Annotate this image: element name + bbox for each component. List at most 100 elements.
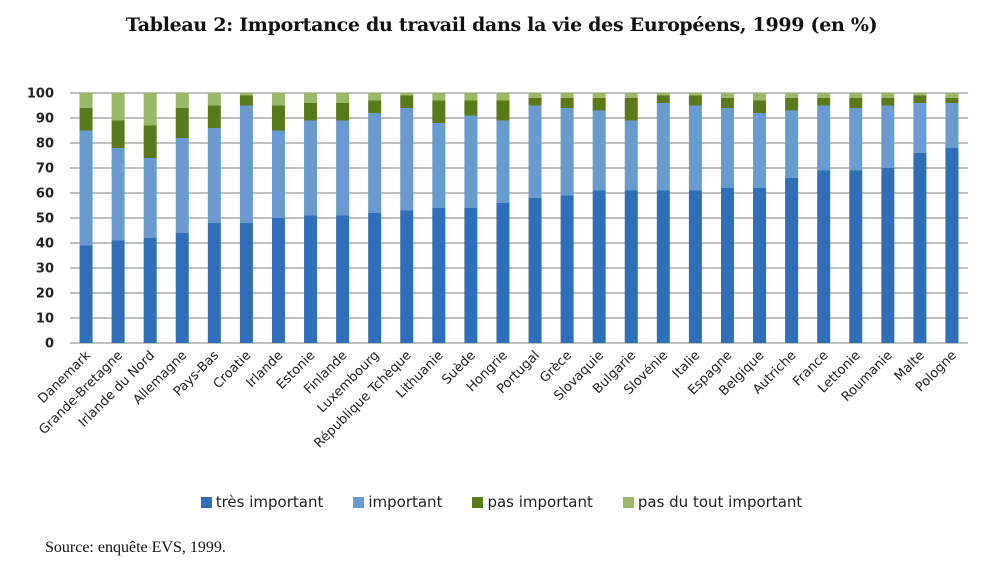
bar-segment <box>656 93 670 96</box>
bar-segment <box>592 110 606 191</box>
chart-title: Tableau 2: Importance du travail dans la… <box>125 14 878 36</box>
y-tick-label: 50 <box>36 212 54 227</box>
bar-segment <box>817 170 831 343</box>
bar-segment <box>624 98 638 121</box>
bar-segment <box>913 93 927 96</box>
bar-stack <box>432 93 446 343</box>
bar-segment <box>400 108 414 211</box>
bar-segment <box>368 113 382 213</box>
bar-segment <box>464 208 478 343</box>
bar-stack <box>785 93 799 343</box>
bar-segment <box>432 123 446 208</box>
bar-segment <box>592 93 606 98</box>
bar-segment <box>528 98 542 106</box>
bar-segment <box>79 130 93 246</box>
stacked-bar-chart: 0 10 20 30 40 50 60 70 80 90 100 DanemarkGrande-Br… <box>27 87 968 451</box>
bar-stack <box>849 93 863 343</box>
y-tick-label: 90 <box>36 112 54 127</box>
bar-segment <box>785 110 799 178</box>
y-tick-label: 0 <box>45 337 54 352</box>
bar-segment <box>656 95 670 103</box>
bar-segment <box>496 93 510 101</box>
bar-stack <box>945 93 959 343</box>
bar-stack <box>913 93 927 343</box>
bar-segment <box>753 100 767 113</box>
bar-segment <box>688 105 702 191</box>
y-tick-label: 40 <box>36 237 54 252</box>
bar-segment <box>592 190 606 343</box>
legend-swatch <box>200 496 212 508</box>
bar-segment <box>592 98 606 111</box>
bar-segment <box>624 120 638 191</box>
bar-segment <box>111 148 125 241</box>
bar-segment <box>368 213 382 343</box>
bar-segment <box>271 218 285 343</box>
bar-segment <box>400 93 414 96</box>
bar-segment <box>753 93 767 101</box>
bar-stack <box>624 93 638 343</box>
legend-item: important <box>353 493 442 511</box>
bar-segment <box>945 103 959 148</box>
bar-segment <box>656 190 670 343</box>
bar-segment <box>849 93 863 98</box>
y-tick-label: 80 <box>36 137 54 152</box>
bar-segment <box>945 93 959 98</box>
bar-segment <box>528 105 542 198</box>
legend-label: pas du tout important <box>637 493 803 511</box>
bar-stack <box>271 93 285 343</box>
bar-segment <box>143 125 157 158</box>
bar-stack <box>881 93 895 343</box>
bar-segment <box>143 238 157 343</box>
bar-segment <box>304 215 318 343</box>
bar-segment <box>304 103 318 121</box>
bar-segment <box>720 93 734 98</box>
bar-segment <box>239 223 253 343</box>
bar-segment <box>720 98 734 108</box>
bar-segment <box>817 93 831 98</box>
bar-stack <box>175 93 189 343</box>
bar-segment <box>79 245 93 343</box>
bar-segment <box>239 105 253 223</box>
legend-swatch <box>622 496 634 508</box>
bar-stack <box>688 93 702 343</box>
legend-label: très important <box>215 493 324 511</box>
bar-segment <box>368 100 382 113</box>
bar-segment <box>143 93 157 126</box>
bar-segment <box>560 195 574 343</box>
bar-segment <box>624 93 638 98</box>
bar-segment <box>143 158 157 238</box>
legend-label: pas important <box>487 493 593 511</box>
bar-segment <box>528 198 542 343</box>
bar-segment <box>400 95 414 108</box>
bar-segment <box>720 108 734 188</box>
bar-segment <box>432 100 446 123</box>
bar-segment <box>913 103 927 153</box>
bar-stack <box>336 93 350 343</box>
bar-stack <box>656 93 670 343</box>
bar-segment <box>785 98 799 111</box>
legend-item: pas du tout important <box>622 493 803 511</box>
source-note: Source: enquête EVS, 1999. <box>45 539 226 556</box>
bar-segment <box>111 120 125 148</box>
bar-segment <box>336 103 350 121</box>
bar-segment <box>688 93 702 96</box>
bar-segment <box>496 100 510 121</box>
bar-stack <box>592 93 606 343</box>
bar-stack <box>753 93 767 343</box>
bar-segment <box>207 128 221 223</box>
bar-stack <box>143 93 157 343</box>
bar-segment <box>111 93 125 121</box>
bar-segment <box>271 105 285 131</box>
bar-segment <box>432 93 446 101</box>
bars <box>79 93 959 343</box>
bar-segment <box>913 153 927 343</box>
bar-segment <box>175 108 189 138</box>
bar-segment <box>656 103 670 191</box>
bar-segment <box>560 93 574 98</box>
bar-stack <box>207 93 221 343</box>
bar-segment <box>881 168 895 343</box>
bar-stack <box>111 93 125 343</box>
bar-segment <box>528 93 542 98</box>
bar-segment <box>560 98 574 108</box>
